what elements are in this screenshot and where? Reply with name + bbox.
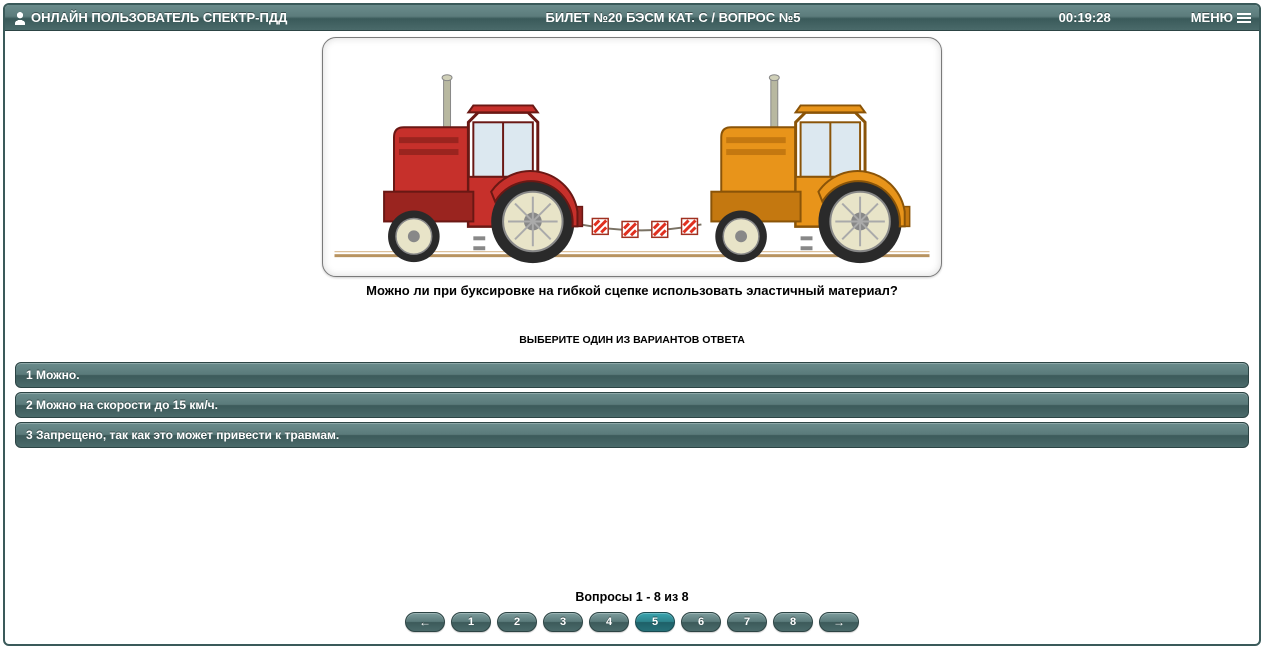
pager: ← 12345678 → [405,612,859,632]
timer: 00:19:28 [1059,10,1111,25]
menu-button[interactable]: МЕНЮ [1191,10,1251,25]
pager-next-button[interactable]: → [819,612,859,632]
answer-option-3[interactable]: 3 Запрещено, так как это может привести … [15,422,1249,448]
header-title: БИЛЕТ №20 БЭСМ КАТ. C / ВОПРОС №5 [287,10,1058,25]
pager-page-2[interactable]: 2 [497,612,537,632]
instruction-text: ВЫБЕРИТЕ ОДИН ИЗ ВАРИАНТОВ ОТВЕТА [519,334,745,346]
pager-page-7[interactable]: 7 [727,612,767,632]
answer-option-1[interactable]: 1 Можно. [15,362,1249,388]
question-image [322,37,942,277]
question-text: Можно ли при буксировке на гибкой сцепке… [366,283,898,298]
header-bar: ОНЛАЙН ПОЛЬЗОВАТЕЛЬ СПЕКТР-ПДД БИЛЕТ №20… [5,5,1259,31]
pager-label: Вопросы 1 - 8 из 8 [575,590,688,604]
pager-page-5[interactable]: 5 [635,612,675,632]
answer-option-2[interactable]: 2 Можно на скорости до 15 км/ч. [15,392,1249,418]
pager-page-4[interactable]: 4 [589,612,629,632]
menu-icon [1237,13,1251,23]
header-user: ОНЛАЙН ПОЛЬЗОВАТЕЛЬ СПЕКТР-ПДД [13,10,287,25]
app-frame: ОНЛАЙН ПОЛЬЗОВАТЕЛЬ СПЕКТР-ПДД БИЛЕТ №20… [3,3,1261,646]
pager-page-3[interactable]: 3 [543,612,583,632]
answers-list: 1 Можно. 2 Можно на скорости до 15 км/ч.… [15,362,1249,448]
user-label: ОНЛАЙН ПОЛЬЗОВАТЕЛЬ СПЕКТР-ПДД [31,10,287,25]
pager-page-8[interactable]: 8 [773,612,813,632]
menu-label: МЕНЮ [1191,10,1233,25]
user-icon [13,11,27,25]
tractors-illustration [323,38,941,276]
content-area: Можно ли при буксировке на гибкой сцепке… [5,31,1259,644]
pager-prev-button[interactable]: ← [405,612,445,632]
arrow-left-icon: ← [419,616,431,628]
arrow-right-icon: → [833,616,845,628]
pager-page-1[interactable]: 1 [451,612,491,632]
pager-page-6[interactable]: 6 [681,612,721,632]
footer: Вопросы 1 - 8 из 8 ← 12345678 → [15,448,1249,640]
